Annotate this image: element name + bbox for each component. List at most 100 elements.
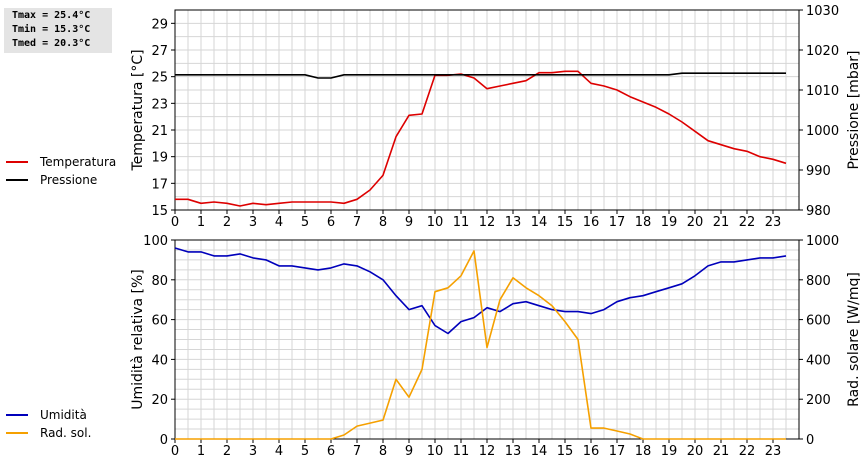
y-right-tick-label: 1030 <box>806 4 839 19</box>
x-tick-label: 23 <box>765 215 782 230</box>
y-left-axis-label: Temperatura [°C] <box>130 49 146 171</box>
stat-tmin: Tmin = 15.3°C <box>12 24 91 35</box>
x-tick-label: 19 <box>661 215 678 230</box>
y-right-tick-label: 1020 <box>806 44 839 59</box>
x-tick-label: 10 <box>427 215 444 230</box>
x-tick-label: 7 <box>353 444 361 459</box>
x-tick-label: 8 <box>379 215 387 230</box>
x-tick-label: 17 <box>609 444 626 459</box>
y-right-tick-label: 200 <box>806 393 831 408</box>
legend-item-pressione: Pressione <box>6 171 116 189</box>
x-tick-label: 18 <box>635 215 652 230</box>
legend-top: Temperatura Pressione <box>6 153 116 189</box>
x-tick-label: 1 <box>197 444 205 459</box>
legend-bottom: Umidità Rad. sol. <box>6 406 91 442</box>
y-left-tick-label: 27 <box>151 44 168 59</box>
x-tick-label: 20 <box>687 215 704 230</box>
x-tick-label: 14 <box>531 444 548 459</box>
legend-item-umidita: Umidità <box>6 406 91 424</box>
x-tick-label: 21 <box>713 215 730 230</box>
y-left-tick-label: 100 <box>143 234 168 249</box>
stat-tmed: Tmed = 20.3°C <box>12 38 91 49</box>
x-tick-label: 23 <box>765 444 782 459</box>
x-tick-label: 10 <box>427 444 444 459</box>
y-left-axis-label: Umidità relativa [%] <box>130 269 146 410</box>
series-line-umidit- <box>174 247 787 335</box>
x-tick-label: 22 <box>739 444 756 459</box>
y-right-tick-label: 1000 <box>806 234 839 249</box>
y-right-tick-label: 0 <box>806 433 814 448</box>
x-tick-label: 3 <box>249 444 257 459</box>
x-tick-label: 7 <box>353 215 361 230</box>
legend-swatch <box>6 161 28 163</box>
x-tick-label: 12 <box>479 444 496 459</box>
x-tick-label: 4 <box>275 215 283 230</box>
x-tick-label: 15 <box>557 444 574 459</box>
y-right-tick-label: 600 <box>806 314 831 329</box>
x-tick-label: 5 <box>301 215 309 230</box>
x-tick-label: 19 <box>661 444 678 459</box>
y-right-tick-label: 800 <box>806 274 831 289</box>
x-tick-label: 16 <box>583 444 600 459</box>
y-right-tick-label: 980 <box>806 204 831 219</box>
x-tick-label: 9 <box>405 444 413 459</box>
legend-label: Umidità <box>40 408 87 422</box>
y-left-tick-label: 29 <box>151 17 168 32</box>
x-tick-label: 0 <box>171 215 179 230</box>
x-tick-label: 0 <box>171 444 179 459</box>
x-tick-label: 11 <box>453 215 470 230</box>
legend-item-temperatura: Temperatura <box>6 153 116 171</box>
chart-panel-0: 0 1 2 3 4 5 6 7 8 9 10 11 12 13 14 15 16 17 18 19 20 21 22 2315… <box>130 4 860 230</box>
legend-swatch <box>6 179 28 181</box>
x-tick-label: 1 <box>197 215 205 230</box>
y-right-tick-label: 400 <box>806 353 831 368</box>
legend-swatch <box>6 432 28 434</box>
series-line-pressione <box>175 72 786 79</box>
y-left-tick-label: 80 <box>151 274 168 289</box>
x-tick-label: 18 <box>635 444 652 459</box>
x-tick-label: 5 <box>301 444 309 459</box>
y-left-tick-label: 21 <box>151 124 168 139</box>
x-tick-label: 15 <box>557 215 574 230</box>
legend-swatch <box>6 414 28 416</box>
y-left-tick-label: 19 <box>151 151 168 166</box>
series-line-temperatura <box>175 70 787 207</box>
x-tick-label: 2 <box>223 444 231 459</box>
x-tick-label: 20 <box>687 444 704 459</box>
y-left-tick-label: 25 <box>151 71 168 86</box>
legend-label: Rad. sol. <box>40 426 92 440</box>
y-right-tick-label: 1000 <box>806 124 839 139</box>
x-tick-label: 14 <box>531 215 548 230</box>
y-right-tick-label: 1010 <box>806 84 839 99</box>
series-line-rad-sol- <box>175 250 786 440</box>
y-right-tick-label: 990 <box>806 164 831 179</box>
x-tick-label: 6 <box>327 215 335 230</box>
y-right-axis-label: Pressione [mbar] <box>846 50 860 169</box>
x-tick-label: 22 <box>739 215 756 230</box>
x-tick-label: 3 <box>249 215 257 230</box>
x-tick-label: 11 <box>453 444 470 459</box>
legend-item-rad-sol: Rad. sol. <box>6 424 91 442</box>
x-tick-label: 8 <box>379 444 387 459</box>
x-tick-label: 12 <box>479 215 496 230</box>
y-left-tick-label: 23 <box>151 97 168 112</box>
x-tick-label: 21 <box>713 444 730 459</box>
x-tick-label: 16 <box>583 215 600 230</box>
x-tick-label: 9 <box>405 215 413 230</box>
stats-box: Tmax = 25.4°C Tmin = 15.3°C Tmed = 20.3°… <box>4 8 112 53</box>
legend-label: Pressione <box>40 173 98 187</box>
x-tick-label: 2 <box>223 215 231 230</box>
legend-label: Temperatura <box>40 155 117 169</box>
x-tick-label: 4 <box>275 444 283 459</box>
x-tick-label: 13 <box>505 444 522 459</box>
y-left-tick-label: 20 <box>151 393 168 408</box>
y-left-tick-label: 0 <box>160 433 168 448</box>
y-left-tick-label: 15 <box>151 204 168 219</box>
y-left-tick-label: 40 <box>151 353 168 368</box>
chart-panel-1: 0 1 2 3 4 5 6 7 8 9 10 11 12 13 14 15 16 17 18 19 20 21 22 2302… <box>130 234 860 459</box>
y-left-tick-label: 60 <box>151 314 168 329</box>
stat-tmax: Tmax = 25.4°C <box>12 10 91 21</box>
x-tick-label: 17 <box>609 215 626 230</box>
y-left-tick-label: 17 <box>151 177 168 192</box>
